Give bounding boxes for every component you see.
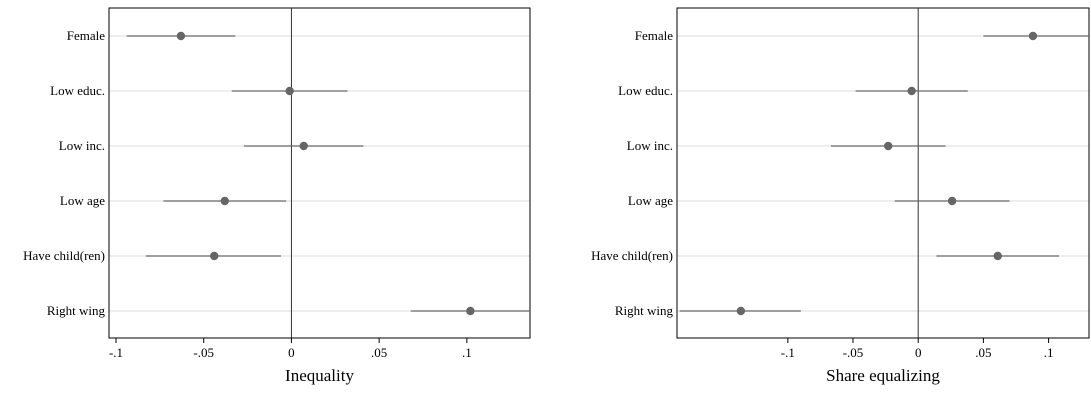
- inequality-category-label-female: Female: [67, 28, 105, 43]
- inequality-xtick-label-2: 0: [288, 345, 295, 360]
- inequality-category-label-low-age: Low age: [60, 193, 105, 208]
- share-equalizing-plot-frame: [676, 7, 1090, 339]
- share-equalizing-point-right-wing: [736, 306, 746, 316]
- inequality-xtick-label-0: -.1: [109, 345, 123, 360]
- share-equalizing-xtick-label-1: -.05: [843, 345, 864, 360]
- share-equalizing-category-label-female: Female: [635, 28, 673, 43]
- inequality-point-low-age: [220, 196, 229, 206]
- share-equalizing-point-female: [1028, 31, 1038, 41]
- inequality-category-label-low-inc: Low inc.: [59, 138, 105, 153]
- inequality-point-have-child-ren: [210, 251, 219, 261]
- share-equalizing-category-label-low-educ: Low educ.: [618, 83, 673, 98]
- share-equalizing-point-low-inc: [884, 141, 893, 151]
- share-equalizing-xtick-label-0: -.1: [781, 345, 795, 360]
- inequality-xtick-label-3: .05: [371, 345, 387, 360]
- inequality-category-label-low-educ: Low educ.: [50, 83, 105, 98]
- share-equalizing-category-label-have-child-ren: Have child(ren): [591, 248, 673, 263]
- share-equalizing-xtick-label-2: 0: [915, 345, 922, 360]
- inequality-category-label-right-wing: Right wing: [47, 303, 106, 318]
- share-equalizing-panel: Female Low educ. Low inc. Low age Have child…: [591, 7, 1090, 385]
- inequality-xtick-label-4: .1: [462, 345, 472, 360]
- share-equalizing-point-low-educ: [907, 86, 916, 96]
- share-equalizing-category-label-low-inc: Low inc.: [627, 138, 673, 153]
- inequality-panel: Female Low educ. Low inc. Low age Have child…: [23, 7, 531, 385]
- share-equalizing-xtick-label-4: .1: [1044, 345, 1054, 360]
- inequality-x-axis-title: Inequality: [285, 366, 354, 385]
- share-equalizing-x-axis-title: Share equalizing: [826, 366, 940, 385]
- inequality-point-female: [176, 31, 186, 41]
- inequality-point-low-inc: [299, 141, 308, 151]
- share-equalizing-point-low-age: [947, 196, 957, 206]
- share-equalizing-point-have-child-ren: [993, 251, 1002, 261]
- share-equalizing-xtick-label-3: .05: [975, 345, 991, 360]
- inequality-category-label-have-child-ren: Have child(ren): [23, 248, 105, 263]
- inequality-plot-frame: [108, 7, 531, 339]
- share-equalizing-category-label-right-wing: Right wing: [615, 303, 674, 318]
- inequality-xtick-label-1: -.05: [193, 345, 214, 360]
- share-equalizing-category-label-low-age: Low age: [628, 193, 673, 208]
- inequality-point-low-educ: [285, 86, 294, 96]
- inequality-point-right-wing: [466, 306, 475, 316]
